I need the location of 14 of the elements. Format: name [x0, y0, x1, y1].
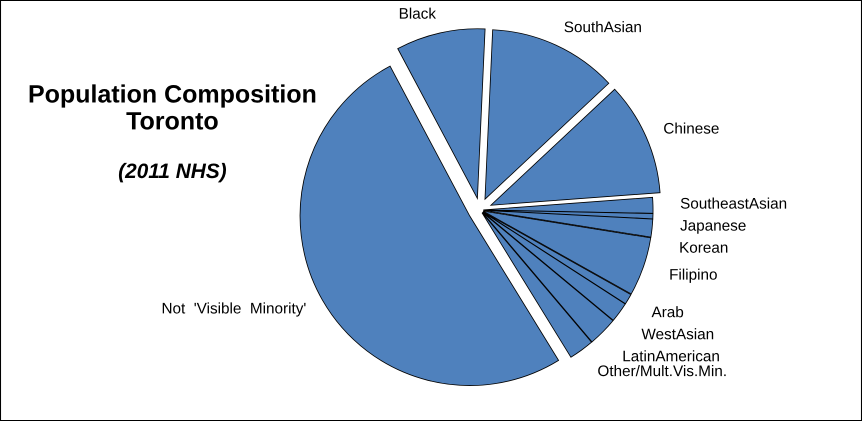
slice-label: LatinAmerican	[623, 350, 719, 362]
text: (2011 NHS)	[118, 162, 226, 182]
text: Population Composition Toronto	[30, 84, 316, 130]
slice-label: Japanese	[680, 220, 746, 234]
slice-label: SouthAsian	[564, 21, 641, 32]
slice-label: Not 'Visible Minority'	[162, 302, 306, 317]
slice-label: Black	[400, 8, 436, 19]
slice-label: Filipino	[670, 268, 717, 283]
slice-label: Arab	[652, 306, 684, 318]
slice-label: SoutheastAsian	[680, 198, 786, 209]
slice-label: Chinese	[664, 122, 719, 134]
slice-label: Korean	[680, 242, 728, 253]
slice-label: WestAsian	[641, 328, 714, 340]
slice-label: Other/Mult.Vis.Min.	[598, 364, 726, 376]
